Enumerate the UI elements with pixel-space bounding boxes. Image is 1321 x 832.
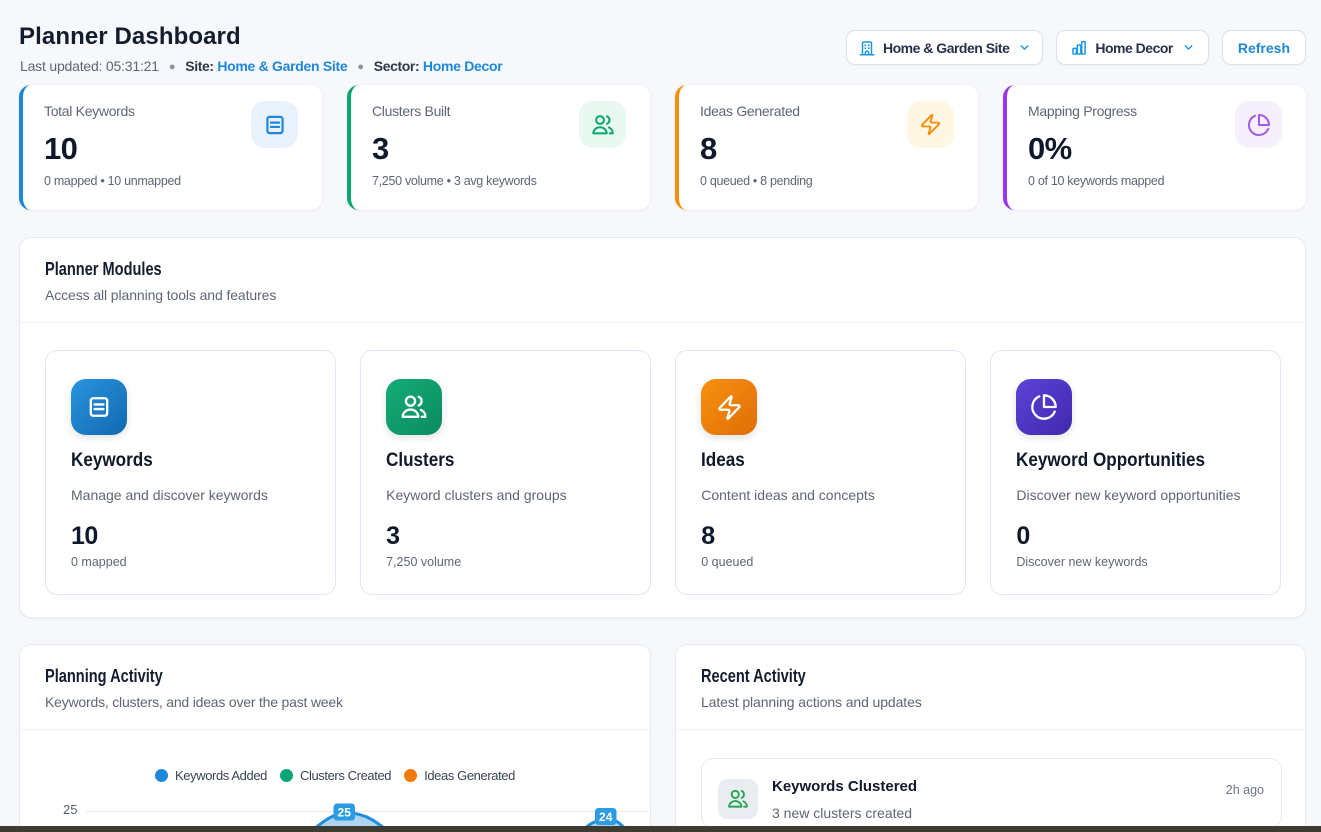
svg-text:25: 25: [338, 806, 352, 820]
svg-text:24: 24: [599, 810, 613, 824]
